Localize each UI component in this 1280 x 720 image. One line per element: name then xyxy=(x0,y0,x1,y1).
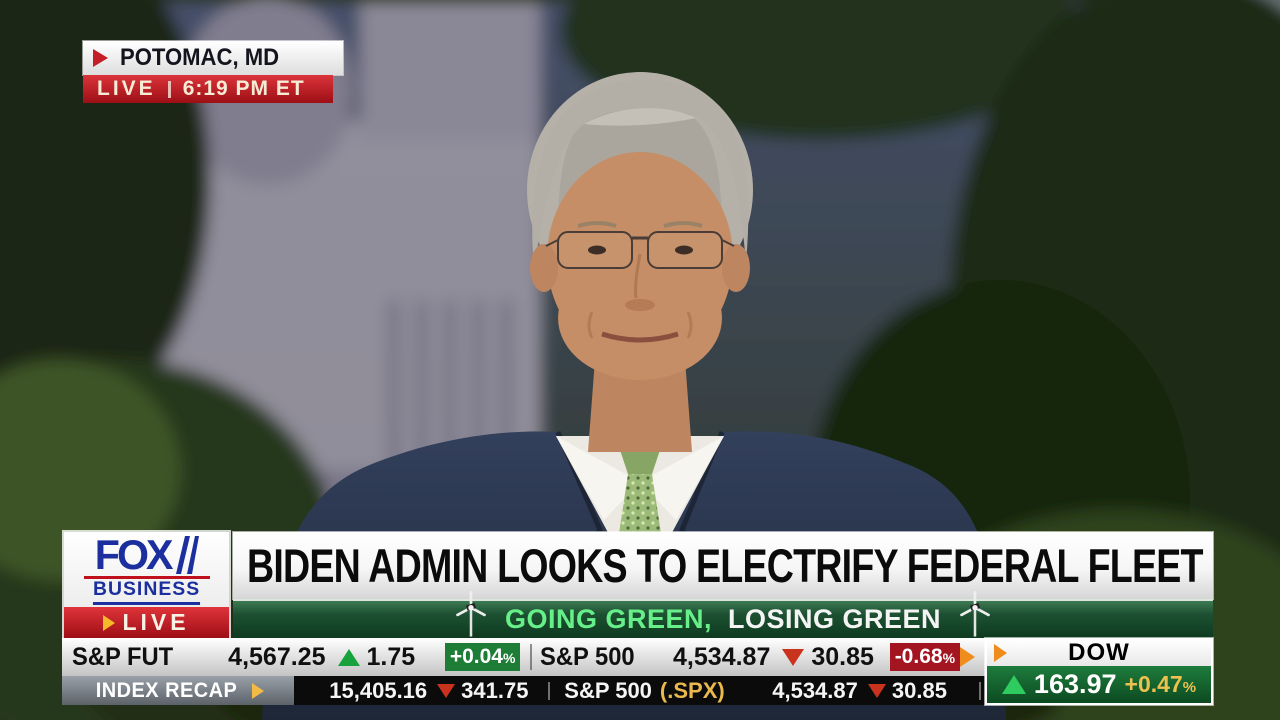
ticker-row-quotes: S&P FUT 4,567.25 1.75 +0.04% S&P 500 4,5… xyxy=(62,638,985,676)
logo-live-bar: LIVE xyxy=(64,607,229,638)
percent-value: +0.47 xyxy=(1124,671,1183,697)
wind-turbine-icon xyxy=(456,590,486,636)
divider xyxy=(978,681,981,700)
percent-sign: % xyxy=(502,650,516,666)
dow-percent: +0.47% xyxy=(1125,671,1197,698)
percent-badge-down: -0.68% xyxy=(889,643,961,671)
up-triangle-icon xyxy=(1001,675,1026,694)
recap-symbol: S&P 500 xyxy=(564,677,652,703)
ticker-last: 4,567.25 xyxy=(228,642,326,671)
searchlight-icon xyxy=(176,536,200,575)
index-recap-label: INDEX RECAP xyxy=(62,676,294,705)
dow-symbol: DOW xyxy=(1068,639,1130,666)
kicker-text-white: LOSING GREEN xyxy=(728,604,942,634)
percent-sign: % xyxy=(942,650,956,666)
dow-panel: DOW 163.97 +0.47% xyxy=(985,638,1213,705)
wind-turbine-icon xyxy=(960,590,990,636)
kicker-banner: GOING GREEN, LOSING GREEN xyxy=(233,590,1213,638)
ticker-row-recap: INDEX RECAP 15,405.16 341.75 S&P 500 (.S… xyxy=(62,676,985,705)
headline-text: BIDEN ADMIN LOOKS TO ELECTRIFY FEDERAL F… xyxy=(247,539,1203,592)
fox-wordmark: FOX xyxy=(94,531,174,579)
recap-text: INDEX RECAP xyxy=(96,678,238,702)
recap-last: 4,534.87 xyxy=(772,677,858,703)
dow-change: 163.97 xyxy=(1033,669,1117,699)
timestamp: 6:19 PM ET xyxy=(182,77,305,100)
divider xyxy=(548,681,551,700)
percent-value: -0.68 xyxy=(894,645,943,668)
ticker-main: S&P FUT 4,567.25 1.75 +0.04% S&P 500 4,5… xyxy=(62,638,985,705)
live-time-bar: LIVE 6:19 PM ET xyxy=(83,75,333,103)
down-triangle-icon xyxy=(782,648,805,666)
location-text: POTOMAC, MD xyxy=(120,44,280,71)
location-bug: POTOMAC, MD LIVE 6:19 PM ET xyxy=(83,41,343,103)
orange-right-triangle-icon xyxy=(994,644,1007,662)
gold-right-triangle-icon xyxy=(251,682,264,699)
percent-badge-up: +0.04% xyxy=(444,643,521,671)
ticker-symbol: S&P FUT xyxy=(72,642,174,671)
red-rule xyxy=(83,576,210,580)
live-label: LIVE xyxy=(97,77,156,100)
network-logo: FOX BUSINESS LIVE xyxy=(64,532,229,638)
divider xyxy=(167,80,171,98)
divider xyxy=(530,644,533,670)
down-triangle-icon xyxy=(867,683,886,698)
fox-business-logo: FOX BUSINESS xyxy=(64,532,229,607)
down-triangle-icon xyxy=(437,683,456,698)
ticker-last: 4,534.87 xyxy=(673,642,771,671)
dow-quote: 163.97 +0.47% xyxy=(987,666,1211,703)
recap-ticker-code: (.SPX) xyxy=(659,677,725,703)
ticker-change: 1.75 xyxy=(366,642,416,671)
up-triangle-icon xyxy=(337,648,360,666)
red-right-triangle-icon xyxy=(93,49,108,67)
orange-right-triangle-icon xyxy=(960,647,976,667)
recap-change: 30.85 xyxy=(891,677,947,703)
ticker-symbol: S&P 500 xyxy=(540,642,635,671)
recap-last: 15,405.16 xyxy=(329,677,428,703)
ticker-change: 30.85 xyxy=(811,642,874,671)
recap-change: 341.75 xyxy=(461,677,529,703)
stock-ticker: S&P FUT 4,567.25 1.75 +0.04% S&P 500 4,5… xyxy=(62,638,1213,705)
logo-live-label: LIVE xyxy=(122,609,190,635)
headline-banner: BIDEN ADMIN LOOKS TO ELECTRIFY FEDERAL F… xyxy=(233,532,1213,599)
location-bar: POTOMAC, MD xyxy=(83,41,343,75)
percent-value: +0.04 xyxy=(449,645,503,668)
business-wordmark: BUSINESS xyxy=(92,579,201,605)
percent-sign: % xyxy=(1182,679,1197,696)
kicker-text-green: GOING GREEN, xyxy=(504,604,712,634)
dow-header: DOW xyxy=(987,639,1211,666)
yellow-right-triangle-icon xyxy=(103,614,116,631)
